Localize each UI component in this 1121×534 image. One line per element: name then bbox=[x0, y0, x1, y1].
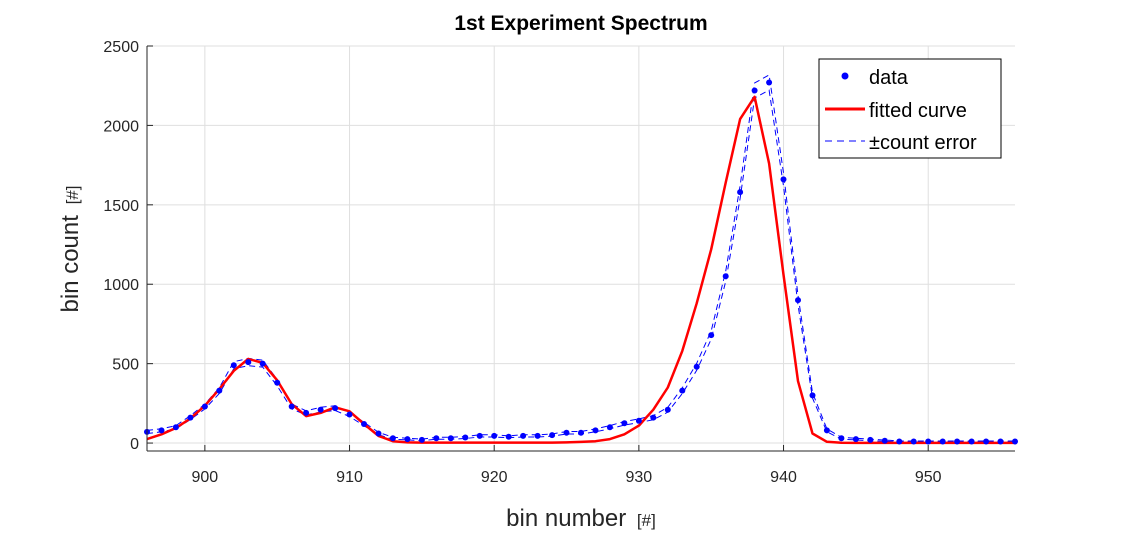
data-point bbox=[578, 429, 584, 436]
data-point bbox=[230, 362, 237, 369]
data-point bbox=[838, 435, 845, 442]
x-tick-label: 940 bbox=[770, 469, 797, 486]
data-point bbox=[664, 406, 671, 413]
legend-label-data: data bbox=[869, 67, 909, 89]
x-axis-label: bin number bbox=[506, 505, 626, 532]
data-point bbox=[737, 189, 744, 196]
data-point bbox=[447, 435, 454, 442]
data-point bbox=[650, 414, 657, 421]
legend-label-count-error: ±count error bbox=[869, 132, 977, 154]
x-tick-label: 930 bbox=[626, 469, 653, 486]
data-point bbox=[968, 438, 975, 445]
x-axis-title: bin number [#] bbox=[506, 505, 656, 532]
x-tick-label: 920 bbox=[481, 469, 508, 486]
data-point bbox=[823, 427, 830, 434]
data-point bbox=[172, 424, 179, 431]
x-tick-label: 950 bbox=[915, 469, 942, 486]
data-point bbox=[332, 405, 339, 412]
data-point bbox=[795, 297, 801, 304]
data-point bbox=[433, 435, 440, 442]
data-point bbox=[288, 403, 295, 410]
data-point bbox=[418, 436, 425, 443]
y-tick-label: 2500 bbox=[103, 39, 139, 56]
data-point bbox=[896, 438, 903, 445]
y-axis-title: bin count [#] bbox=[57, 186, 84, 313]
data-point bbox=[201, 403, 208, 410]
data-point bbox=[722, 273, 729, 280]
data-point bbox=[635, 417, 642, 424]
data-point bbox=[563, 429, 570, 436]
axes-frame bbox=[146, 46, 1015, 452]
data-point bbox=[708, 332, 715, 339]
data-point bbox=[549, 432, 556, 439]
data-point bbox=[346, 411, 353, 418]
legend-marker-data bbox=[841, 72, 849, 80]
data-point bbox=[809, 392, 816, 399]
y-tick-label: 500 bbox=[112, 357, 139, 374]
data-point bbox=[939, 438, 946, 445]
data-point bbox=[867, 436, 874, 443]
legend-label-fitted-curve: fitted curve bbox=[869, 100, 967, 122]
series-layer bbox=[144, 74, 1018, 445]
y-tick-label: 1500 bbox=[103, 198, 139, 215]
data-point bbox=[491, 432, 498, 439]
data-point bbox=[852, 436, 859, 443]
data-point bbox=[404, 436, 411, 443]
data-point bbox=[925, 438, 932, 445]
data-point bbox=[621, 420, 628, 427]
data-point bbox=[259, 360, 266, 367]
data-point bbox=[187, 414, 194, 421]
data-point bbox=[910, 438, 917, 445]
legend: data fitted curve ±count error bbox=[818, 58, 1002, 159]
y-tick-label: 2000 bbox=[103, 118, 139, 135]
data-point bbox=[375, 430, 382, 437]
data-point bbox=[389, 435, 396, 442]
x-tick-label: 900 bbox=[192, 469, 219, 486]
data-point bbox=[954, 438, 961, 445]
data-point bbox=[505, 433, 512, 440]
data-point bbox=[606, 424, 613, 431]
data-point bbox=[881, 437, 888, 444]
data-point bbox=[476, 432, 483, 439]
data-point bbox=[592, 427, 599, 434]
data-point bbox=[462, 434, 469, 441]
x-tick-label: 910 bbox=[336, 469, 363, 486]
y-axis-unit: [#] bbox=[63, 186, 82, 205]
y-tick-label: 1000 bbox=[103, 277, 139, 294]
data-point bbox=[303, 409, 310, 416]
y-axis-label: bin count bbox=[57, 215, 84, 313]
data-point bbox=[317, 406, 324, 413]
data-point bbox=[361, 421, 367, 427]
data-point bbox=[679, 387, 686, 394]
data-point bbox=[534, 432, 541, 439]
data-point bbox=[520, 432, 527, 439]
data-point bbox=[983, 438, 990, 445]
ticks: 900 910 920 930 940 950 0 500 1000 1500 2000 2500 bbox=[103, 39, 941, 486]
y-tick-label: 0 bbox=[130, 436, 139, 453]
data-point bbox=[693, 363, 700, 370]
data-point bbox=[216, 387, 223, 394]
data-point bbox=[780, 176, 787, 183]
chart-title: 1st Experiment Spectrum bbox=[454, 12, 707, 35]
data-point bbox=[1012, 438, 1018, 445]
data-point bbox=[274, 379, 281, 386]
data-point bbox=[997, 438, 1004, 445]
data-point bbox=[766, 79, 773, 86]
data-point bbox=[751, 87, 758, 94]
data-point bbox=[158, 427, 165, 434]
x-axis-unit: [#] bbox=[637, 511, 656, 530]
data-point bbox=[245, 359, 252, 366]
